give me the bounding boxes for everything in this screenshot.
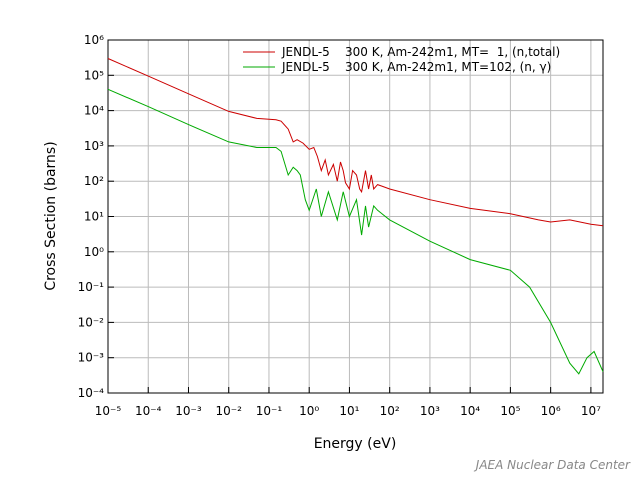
legend-label: JENDL-5 300 K, Am-242m1, MT= 1, (n,total… <box>281 45 560 59</box>
y-tick-label: 10⁻³ <box>78 351 105 365</box>
y-tick-label: 10⁻⁴ <box>78 386 105 400</box>
x-tick-label: 10⁰ <box>299 404 319 418</box>
x-tick-label: 10³ <box>420 404 440 418</box>
plot-frame <box>107 39 604 394</box>
x-axis-label: Energy (eV) <box>314 436 397 452</box>
y-tick-label: 10¹ <box>84 210 104 224</box>
y-tick-label: 10⁻¹ <box>78 280 105 294</box>
x-tick-label: 10⁻⁴ <box>135 404 162 418</box>
x-tick-label: 10⁷ <box>581 404 601 418</box>
x-tick-label: 10⁴ <box>460 404 480 418</box>
series-line <box>107 58 604 227</box>
legend-label: JENDL-5 300 K, Am-242m1, MT=102, (n, γ) <box>281 60 551 74</box>
y-axis-label: Cross Section (barns) <box>43 141 59 290</box>
series-line <box>107 88 604 375</box>
y-tick-label: 10⁰ <box>84 245 104 259</box>
y-tick-label: 10⁻² <box>78 315 105 329</box>
x-tick-label: 10⁻⁵ <box>95 404 122 418</box>
x-tick-label: 10¹ <box>339 404 359 418</box>
x-tick-label: 10⁶ <box>541 404 561 418</box>
y-tick-label: 10⁵ <box>84 68 104 82</box>
y-tick-label: 10⁴ <box>84 104 104 118</box>
x-tick-label: 10⁻² <box>216 404 243 418</box>
y-tick-label: 10² <box>84 174 104 188</box>
x-tick-label: 10⁻³ <box>175 404 202 418</box>
x-tick-label: 10² <box>380 404 400 418</box>
y-tick-label: 10⁶ <box>84 33 104 47</box>
y-tick-label: 10³ <box>84 139 104 153</box>
x-tick-label: 10⁻¹ <box>256 404 283 418</box>
watermark: JAEA Nuclear Data Center <box>474 458 631 472</box>
x-tick-label: 10⁵ <box>500 404 520 418</box>
